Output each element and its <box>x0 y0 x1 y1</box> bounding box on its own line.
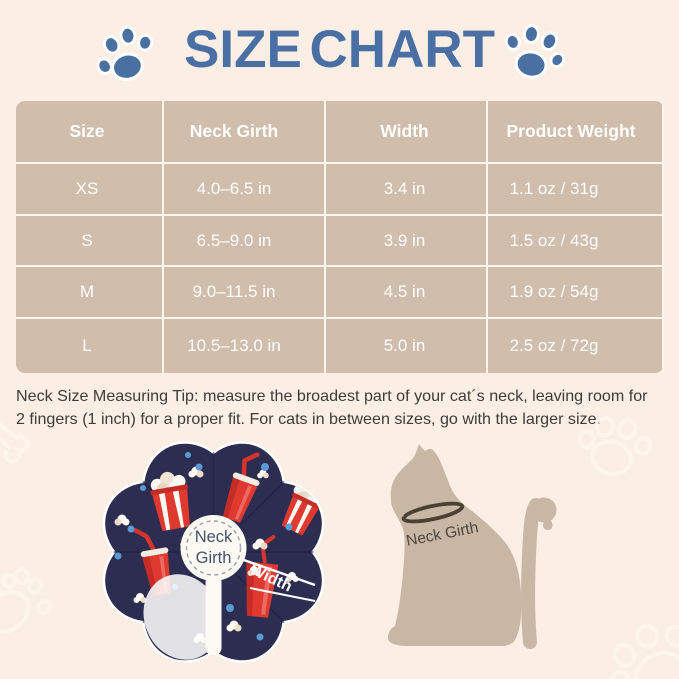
svg-text:Neck: Neck <box>195 528 233 546</box>
svg-text:Girth: Girth <box>196 549 232 567</box>
